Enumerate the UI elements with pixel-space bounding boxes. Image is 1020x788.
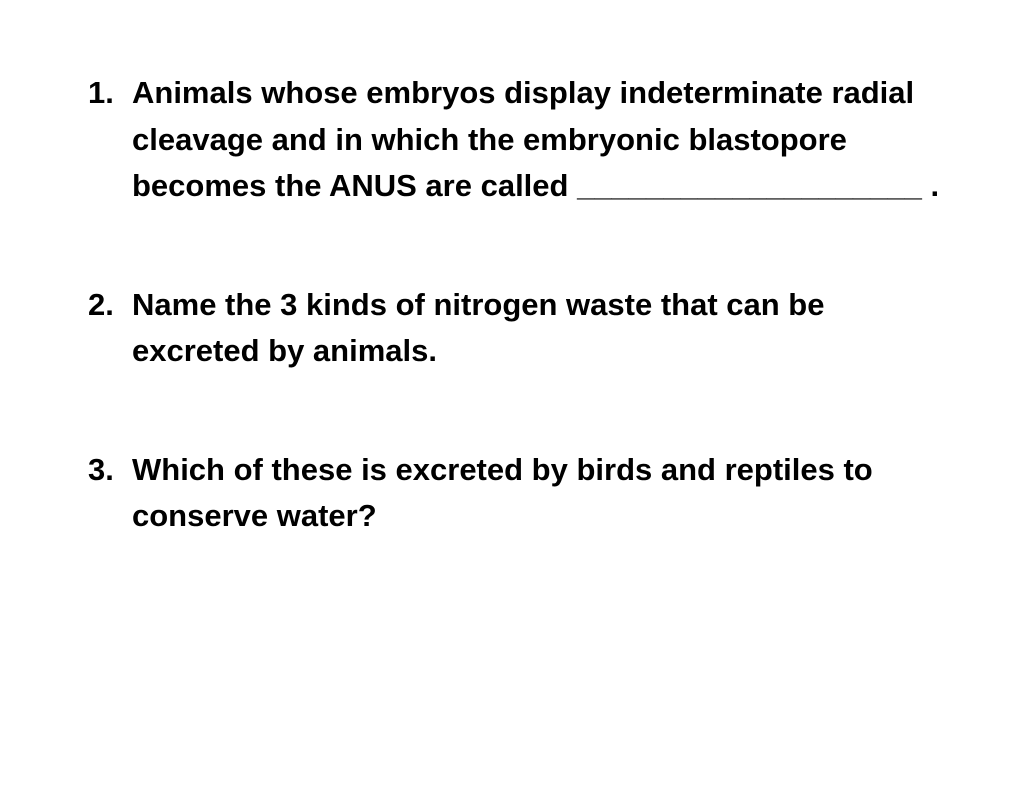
question-item: 1. Animals whose embryos display indeter…	[88, 70, 942, 210]
question-text: Animals whose embryos display indetermin…	[132, 70, 942, 210]
question-text: Which of these is excreted by birds and …	[132, 447, 942, 540]
question-number: 3.	[88, 447, 132, 494]
question-item: 2. Name the 3 kinds of nitrogen waste th…	[88, 282, 942, 375]
question-number: 2.	[88, 282, 132, 329]
question-text: Name the 3 kinds of nitrogen waste that …	[132, 282, 942, 375]
question-number: 1.	[88, 70, 132, 117]
page-container: 1. Animals whose embryos display indeter…	[0, 0, 1020, 788]
question-item: 3. Which of these is excreted by birds a…	[88, 447, 942, 540]
question-list: 1. Animals whose embryos display indeter…	[88, 70, 942, 540]
